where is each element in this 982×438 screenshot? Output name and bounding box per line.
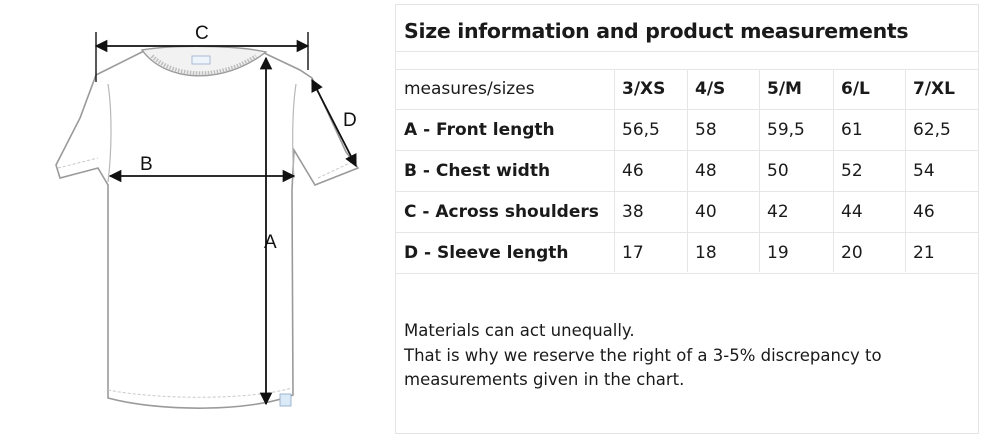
row-label: D - Sleeve length — [396, 232, 614, 274]
row-label: C - Across shoulders — [396, 191, 614, 233]
size-header: 4/S — [687, 69, 759, 110]
table-cell: 59,5 — [759, 109, 833, 151]
table-row: B - Chest width 46 48 50 52 54 — [396, 150, 978, 192]
size-header: 3/XS — [614, 69, 687, 110]
table-cell: 42 — [759, 191, 833, 233]
size-header: 7/XL — [905, 69, 978, 110]
size-header: 5/M — [759, 69, 833, 110]
table-row: A - Front length 56,5 58 59,5 61 62,5 — [396, 109, 978, 151]
table-cell: 56,5 — [614, 109, 687, 151]
size-info-panel: Size information and product measurement… — [395, 4, 979, 434]
table-cell: 62,5 — [905, 109, 978, 151]
table-cell: 17 — [614, 232, 687, 274]
table-cell: 58 — [687, 109, 759, 151]
measure-d-arrow — [311, 78, 357, 168]
page-title: Size information and product measurement… — [404, 19, 909, 43]
column-divider — [833, 69, 834, 272]
measure-c-label: C — [195, 23, 209, 44]
tshirt-outline — [55, 49, 360, 409]
note-line: measurements given in the chart. — [404, 370, 685, 389]
tshirt-measurement-diagram: C A B D — [0, 0, 390, 438]
column-divider — [614, 69, 615, 272]
row-label: B - Chest width — [396, 150, 614, 192]
table-cell: 46 — [905, 191, 978, 233]
table-cell: 54 — [905, 150, 978, 192]
table-cell: 48 — [687, 150, 759, 192]
row-label: A - Front length — [396, 109, 614, 151]
table-row: C - Across shoulders 38 40 42 44 46 — [396, 191, 978, 233]
table-cell: 52 — [833, 150, 905, 192]
note-line: That is why we reserve the right of a 3-… — [404, 345, 882, 365]
table-cell: 20 — [833, 232, 905, 274]
table-cell: 18 — [687, 232, 759, 274]
column-divider — [905, 69, 906, 272]
table-cell: 38 — [614, 191, 687, 233]
neck-tag — [191, 55, 211, 65]
disclaimer-note: Materials can act unequally. That is why… — [404, 319, 964, 393]
table-row: D - Sleeve length 17 18 19 20 21 — [396, 232, 978, 274]
table-cell: 50 — [759, 150, 833, 192]
hem-tag — [279, 393, 292, 407]
measure-b-label: B — [140, 154, 153, 175]
table-header-row: measures/sizes 3/XS 4/S 5/M 6/L 7/XL — [396, 69, 978, 110]
note-line: Materials can act unequally. — [404, 321, 635, 340]
table-cell: 61 — [833, 109, 905, 151]
size-table: measures/sizes 3/XS 4/S 5/M 6/L 7/XL A -… — [396, 69, 978, 274]
table-cell: 44 — [833, 191, 905, 233]
measure-d-label: D — [343, 110, 357, 131]
table-cell: 46 — [614, 150, 687, 192]
divider — [396, 51, 978, 52]
column-divider — [759, 69, 760, 272]
table-cell: 19 — [759, 232, 833, 274]
measure-a-label: A — [264, 232, 277, 253]
header-label: measures/sizes — [396, 69, 614, 110]
size-header: 6/L — [833, 69, 905, 110]
table-cell: 40 — [687, 191, 759, 233]
column-divider — [687, 69, 688, 272]
table-cell: 21 — [905, 232, 978, 274]
